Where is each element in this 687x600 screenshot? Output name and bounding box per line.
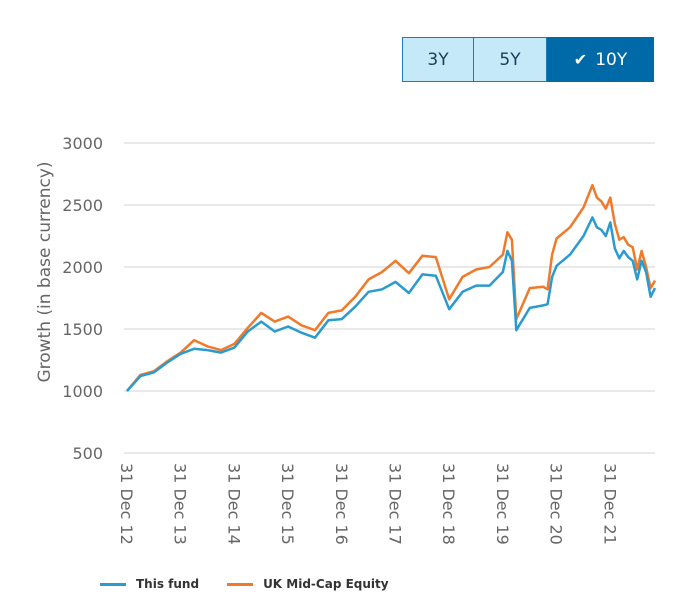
- y-axis-label: Growth (in base currency): [35, 161, 55, 382]
- range-3y-button[interactable]: 3Y: [402, 37, 474, 82]
- x-tick-label: 31 Dec 19: [493, 463, 512, 545]
- y-tick-label: 2000: [62, 258, 103, 277]
- growth-chart: 500 1000 1500 2000 2500 3000 31 Dec 12 31 Dec …: [35, 134, 657, 545]
- x-tick-label: 31 Dec 14: [224, 463, 243, 545]
- y-tick-label: 2500: [62, 196, 103, 215]
- legend-item-benchmark[interactable]: UK Mid-Cap Equity: [227, 577, 389, 591]
- check-icon: ✔: [573, 50, 588, 69]
- y-tick-label: 3000: [62, 134, 103, 153]
- x-tick-label: 31 Dec 12: [117, 463, 136, 545]
- series-line-benchmark: [126, 183, 657, 392]
- x-tick-label: 31 Dec 17: [386, 463, 405, 545]
- range-5y-button[interactable]: 5Y: [474, 37, 547, 82]
- legend-label-fund: This fund: [136, 577, 200, 591]
- range-10y-label: 10Y: [595, 49, 628, 70]
- legend-swatch-benchmark: [227, 582, 254, 586]
- legend: This fund UK Mid-Cap Equity: [100, 577, 389, 591]
- range-selector: 3Y 5Y ✔ 10Y: [402, 37, 654, 82]
- x-tick-label: 31 Dec 15: [278, 463, 297, 545]
- legend-swatch-fund: [100, 582, 126, 586]
- x-tick-label: 31 Dec 13: [171, 463, 190, 545]
- series-line-fund: [126, 216, 657, 392]
- range-3y-label: 3Y: [427, 49, 449, 70]
- y-tick-label: 1000: [62, 382, 103, 401]
- y-tick-label: 500: [72, 444, 103, 463]
- x-tick-label: 31 Dec 16: [332, 463, 351, 545]
- x-tick-label: 31 Dec 21: [600, 463, 619, 545]
- legend-label-benchmark: UK Mid-Cap Equity: [263, 577, 389, 591]
- range-5y-label: 5Y: [499, 49, 521, 70]
- range-10y-button[interactable]: ✔ 10Y: [547, 37, 654, 82]
- y-tick-label: 1500: [62, 320, 103, 339]
- x-tick-label: 31 Dec 18: [439, 463, 458, 545]
- legend-item-fund[interactable]: This fund: [100, 577, 199, 591]
- x-tick-label: 31 Dec 20: [547, 463, 566, 545]
